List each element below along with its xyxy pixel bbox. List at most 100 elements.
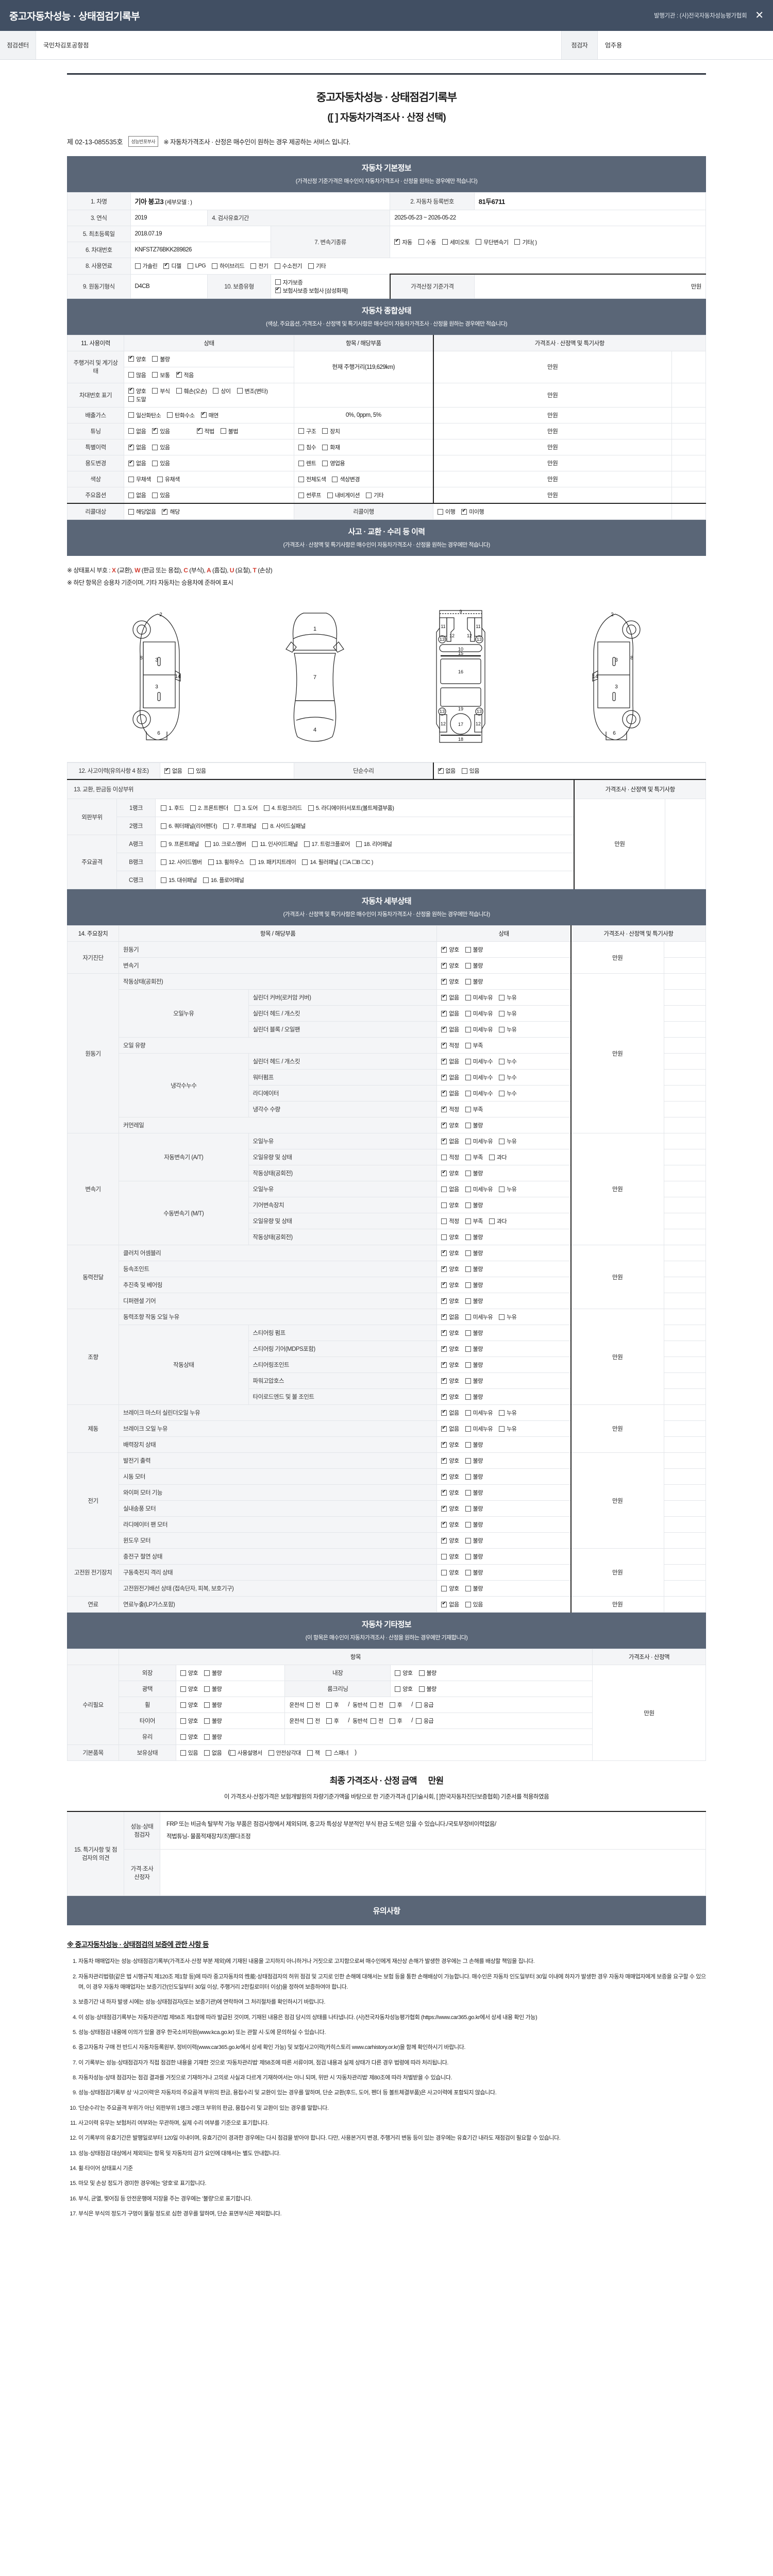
checkbox-option[interactable]: 불량: [465, 1377, 483, 1385]
checkbox-box[interactable]: [499, 1058, 505, 1064]
checkbox-box[interactable]: [164, 767, 170, 774]
wheel-position-option[interactable]: 후: [326, 1701, 339, 1709]
panel-part-option[interactable]: 2. 프론트펜더: [190, 804, 228, 812]
checkbox-box[interactable]: [441, 994, 447, 1001]
checkbox-box[interactable]: [465, 1330, 471, 1336]
checkbox-option[interactable]: 없음: [441, 1057, 459, 1065]
checkbox-box[interactable]: [465, 978, 471, 985]
checkbox-box[interactable]: [152, 460, 158, 466]
checkbox-option[interactable]: 없음: [128, 427, 146, 435]
basic-item-inner-option[interactable]: 잭: [307, 1749, 320, 1757]
checkbox-option[interactable]: 없음: [128, 459, 146, 467]
checkbox-option[interactable]: 있음: [152, 459, 170, 467]
checkbox-box[interactable]: [322, 444, 328, 450]
checkbox-option[interactable]: 보통: [152, 371, 170, 379]
checkbox-box[interactable]: [250, 263, 257, 269]
checkbox-option[interactable]: 없음: [441, 1073, 459, 1081]
checkbox-box[interactable]: [176, 388, 182, 394]
checkbox-option[interactable]: 일산화탄소: [128, 411, 161, 419]
checkbox-box[interactable]: [465, 1298, 471, 1304]
checkbox-option[interactable]: 불량: [465, 1265, 483, 1273]
checkbox-box[interactable]: [465, 1282, 471, 1288]
checkbox-box[interactable]: [441, 1329, 447, 1336]
checkbox-option[interactable]: 부족: [465, 1105, 483, 1113]
checkbox-option[interactable]: 양호: [180, 1685, 198, 1693]
checkbox-option[interactable]: 부식: [152, 387, 170, 395]
checkbox-option[interactable]: 불량: [465, 1584, 483, 1592]
checkbox-box[interactable]: [465, 1026, 471, 1032]
checkbox-box[interactable]: [298, 492, 304, 498]
checkbox-box[interactable]: [204, 1718, 210, 1724]
checkbox-option[interactable]: 양호: [395, 1669, 413, 1677]
checkbox-box[interactable]: [205, 841, 211, 847]
checkbox-option[interactable]: 누수: [499, 1073, 517, 1081]
checkbox-box[interactable]: [322, 460, 328, 466]
transmission-option[interactable]: 기타( ): [514, 238, 537, 246]
checkbox-box[interactable]: [176, 371, 182, 378]
checkbox-option[interactable]: 미세누유: [465, 1185, 493, 1193]
checkbox-box[interactable]: [465, 1473, 471, 1480]
checkbox-box[interactable]: [441, 1058, 447, 1064]
checkbox-box[interactable]: [180, 1734, 186, 1740]
checkbox-option[interactable]: 썬루프: [298, 491, 321, 499]
checkbox-box[interactable]: [441, 1106, 447, 1112]
checkbox-option[interactable]: 불량: [465, 1121, 483, 1129]
checkbox-box[interactable]: [275, 279, 281, 285]
checkbox-box[interactable]: [356, 841, 362, 847]
checkbox-box[interactable]: [167, 412, 173, 418]
checkbox-box[interactable]: [465, 1601, 471, 1607]
checkbox-box[interactable]: [128, 396, 134, 402]
checkbox-box[interactable]: [499, 994, 505, 1001]
checkbox-option[interactable]: 양호: [441, 1504, 459, 1513]
panel-part-option[interactable]: 1. 후드: [161, 804, 184, 812]
checkbox-box[interactable]: [161, 841, 167, 847]
checkbox-box[interactable]: [441, 1393, 447, 1400]
checkbox-box[interactable]: [441, 962, 447, 969]
checkbox-option[interactable]: 미세누유: [465, 993, 493, 1002]
checkbox-option[interactable]: 불량: [465, 1456, 483, 1465]
checkbox-option[interactable]: 양호: [128, 387, 146, 395]
checkbox-option[interactable]: 해당없음: [128, 507, 156, 516]
checkbox-option[interactable]: 유채색: [157, 475, 180, 483]
checkbox-box[interactable]: [196, 427, 203, 434]
checkbox-option[interactable]: 양호: [441, 945, 459, 954]
checkbox-box[interactable]: [223, 823, 229, 829]
checkbox-box[interactable]: [308, 263, 314, 269]
checkbox-option[interactable]: 누수: [499, 1089, 517, 1097]
checkbox-box[interactable]: [180, 1702, 186, 1708]
checkbox-box[interactable]: [441, 1090, 447, 1096]
checkbox-option[interactable]: 양호: [441, 1520, 459, 1529]
checkbox-option[interactable]: 없음: [441, 1089, 459, 1097]
checkbox-box[interactable]: [128, 492, 134, 498]
checkbox-box[interactable]: [441, 1457, 447, 1464]
panel-part-option[interactable]: 6. 쿼터패널(리어펜더): [161, 822, 217, 830]
checkbox-box[interactable]: [461, 508, 467, 515]
checkbox-box[interactable]: [465, 1042, 471, 1048]
checkbox-option[interactable]: 양호: [180, 1717, 198, 1725]
wheel-position-option[interactable]: 전: [370, 1717, 383, 1725]
warranty-option[interactable]: 자가보증: [275, 278, 303, 286]
checkbox-option[interactable]: 색상변경: [332, 475, 360, 483]
checkbox-box[interactable]: [268, 1750, 274, 1756]
checkbox-box[interactable]: [441, 1170, 447, 1176]
checkbox-box[interactable]: [465, 1489, 471, 1496]
fuel-option[interactable]: 수소전기: [274, 262, 302, 270]
checkbox-box[interactable]: [499, 1010, 505, 1016]
checkbox-option[interactable]: 불량: [465, 961, 483, 970]
checkbox-box[interactable]: [465, 1154, 471, 1160]
checkbox-option[interactable]: 누유: [499, 1137, 517, 1145]
checkbox-box[interactable]: [274, 263, 280, 269]
checkbox-option[interactable]: 미이행: [461, 507, 484, 516]
basic-item-option[interactable]: 없음: [204, 1749, 222, 1757]
checkbox-option[interactable]: 불량: [204, 1685, 222, 1693]
checkbox-option[interactable]: 구조: [298, 427, 316, 435]
checkbox-box[interactable]: [418, 1670, 425, 1676]
checkbox-box[interactable]: [307, 1718, 313, 1724]
checkbox-option[interactable]: 없음: [128, 491, 146, 499]
checkbox-box[interactable]: [441, 1026, 447, 1032]
checkbox-box[interactable]: [152, 427, 158, 434]
checkbox-box[interactable]: [465, 1138, 471, 1144]
checkbox-box[interactable]: [418, 239, 424, 245]
checkbox-box[interactable]: [438, 509, 443, 515]
checkbox-box[interactable]: [499, 1314, 505, 1320]
